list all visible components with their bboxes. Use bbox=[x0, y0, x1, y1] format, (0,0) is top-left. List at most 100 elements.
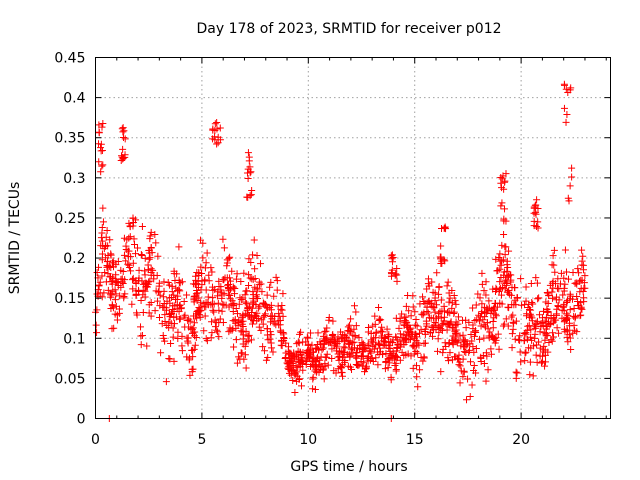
data-point bbox=[226, 292, 234, 300]
data-point bbox=[219, 235, 227, 243]
data-point bbox=[448, 299, 456, 307]
data-point bbox=[409, 364, 417, 372]
data-point bbox=[564, 338, 572, 346]
data-points bbox=[92, 80, 589, 422]
data-point bbox=[97, 140, 105, 148]
data-point bbox=[487, 345, 495, 353]
data-point bbox=[456, 379, 464, 387]
data-point bbox=[487, 350, 495, 358]
data-point bbox=[390, 356, 398, 364]
data-point bbox=[218, 294, 226, 302]
data-point bbox=[97, 168, 105, 176]
data-point bbox=[239, 294, 247, 302]
data-point bbox=[147, 312, 155, 320]
data-point bbox=[419, 357, 427, 365]
y-tick-label: 0.05 bbox=[54, 371, 85, 387]
x-axis-label: GPS time / hours bbox=[290, 459, 407, 475]
data-point bbox=[524, 322, 532, 330]
data-point bbox=[548, 294, 556, 302]
data-point bbox=[174, 334, 182, 342]
data-point bbox=[299, 338, 307, 346]
y-axis-label: SRMTID / TECUs bbox=[7, 182, 23, 295]
data-point bbox=[253, 309, 261, 317]
data-point bbox=[489, 324, 497, 332]
data-point bbox=[580, 284, 588, 292]
data-point bbox=[335, 356, 343, 364]
data-point bbox=[377, 327, 385, 335]
data-point bbox=[256, 302, 264, 310]
data-point bbox=[168, 309, 176, 317]
data-point bbox=[189, 353, 197, 361]
data-point bbox=[416, 366, 424, 374]
data-point bbox=[213, 125, 221, 133]
data-point bbox=[241, 351, 249, 359]
data-point bbox=[541, 362, 549, 370]
data-point bbox=[137, 332, 145, 340]
data-point bbox=[210, 308, 218, 316]
data-point bbox=[494, 266, 502, 274]
data-point bbox=[183, 334, 191, 342]
data-point bbox=[316, 338, 324, 346]
data-point bbox=[501, 285, 509, 293]
data-point bbox=[216, 124, 224, 132]
data-point bbox=[457, 342, 465, 350]
data-point bbox=[466, 392, 474, 400]
data-point bbox=[379, 350, 387, 358]
data-point bbox=[119, 145, 127, 153]
data-point bbox=[155, 313, 163, 321]
data-point bbox=[535, 311, 543, 319]
data-point bbox=[497, 202, 505, 210]
data-point bbox=[287, 349, 295, 357]
data-point bbox=[273, 286, 281, 294]
data-point bbox=[553, 284, 561, 292]
data-point bbox=[345, 326, 353, 334]
data-point bbox=[482, 278, 490, 286]
data-point bbox=[454, 313, 462, 321]
data-point bbox=[119, 133, 127, 141]
data-point bbox=[573, 293, 581, 301]
data-point bbox=[92, 321, 100, 329]
data-point bbox=[99, 218, 107, 226]
data-point bbox=[511, 335, 519, 343]
data-point bbox=[463, 341, 471, 349]
data-point bbox=[328, 354, 336, 362]
data-point bbox=[208, 300, 216, 308]
data-point bbox=[164, 279, 172, 287]
data-point bbox=[464, 375, 472, 383]
data-point bbox=[254, 294, 262, 302]
data-point bbox=[452, 337, 460, 345]
data-point bbox=[371, 312, 379, 320]
data-point bbox=[433, 269, 441, 277]
data-point bbox=[188, 326, 196, 334]
data-point bbox=[513, 369, 521, 377]
data-point bbox=[549, 252, 557, 260]
data-point bbox=[240, 269, 248, 277]
data-point bbox=[511, 284, 519, 292]
data-point bbox=[482, 291, 490, 299]
data-point bbox=[201, 264, 209, 272]
data-point bbox=[245, 271, 253, 279]
data-point bbox=[402, 332, 410, 340]
data-point bbox=[422, 317, 430, 325]
data-point bbox=[293, 350, 301, 358]
data-point bbox=[495, 253, 503, 261]
data-point bbox=[273, 277, 281, 285]
data-point bbox=[370, 345, 378, 353]
data-point bbox=[415, 329, 423, 337]
data-point bbox=[262, 303, 270, 311]
data-point bbox=[454, 355, 462, 363]
data-point bbox=[237, 295, 245, 303]
data-point bbox=[430, 303, 438, 311]
data-point bbox=[314, 329, 322, 337]
data-point bbox=[162, 304, 170, 312]
data-point bbox=[276, 327, 284, 335]
data-point bbox=[226, 326, 234, 334]
data-point bbox=[520, 337, 528, 345]
data-point bbox=[189, 280, 197, 288]
data-point bbox=[312, 345, 320, 353]
data-point bbox=[375, 303, 383, 311]
data-point bbox=[379, 342, 387, 350]
data-point bbox=[375, 315, 383, 323]
data-point bbox=[474, 290, 482, 298]
data-point bbox=[445, 298, 453, 306]
